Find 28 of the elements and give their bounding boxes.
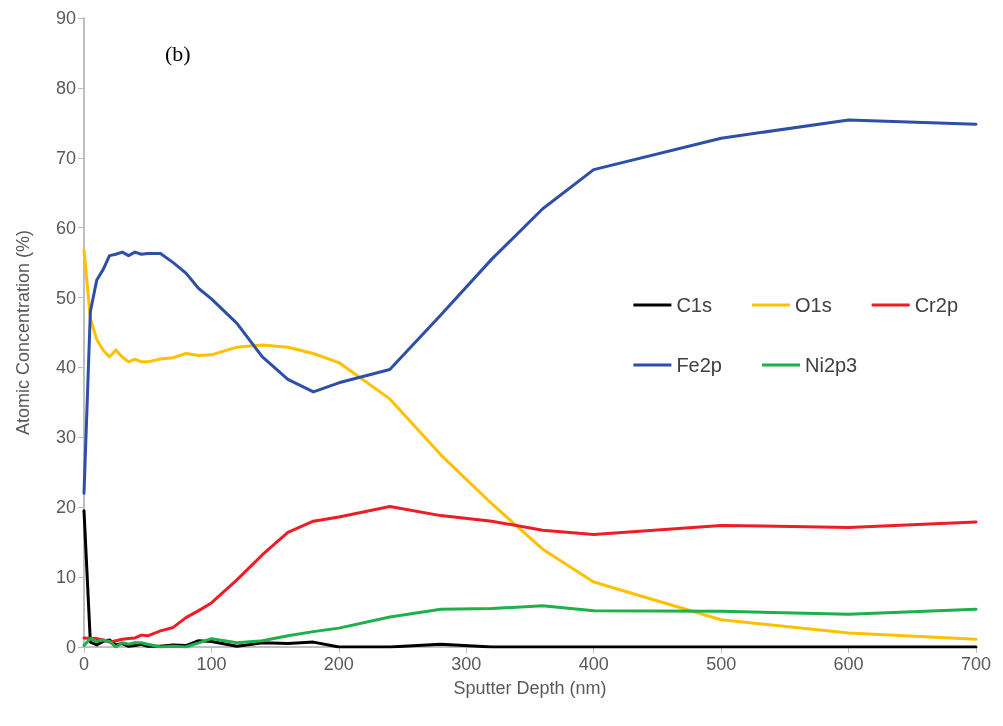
y-tick-label: 20 bbox=[55, 497, 76, 518]
y-tick-label: 80 bbox=[55, 77, 76, 98]
x-tick-label: 400 bbox=[578, 654, 609, 674]
x-tick-label: 500 bbox=[706, 654, 737, 674]
y-tick-label: 60 bbox=[55, 217, 76, 238]
x-tick-label: 100 bbox=[196, 654, 227, 674]
line-series bbox=[82, 118, 978, 495]
legend-label: C1s bbox=[676, 294, 712, 316]
y-tick-label: 70 bbox=[55, 147, 76, 168]
y-tick-label: 30 bbox=[55, 427, 76, 448]
legend-label: Fe2p bbox=[676, 354, 722, 376]
y-tick-label: 50 bbox=[55, 287, 76, 308]
y-axis-title: Atomic Concentration (%) bbox=[13, 229, 33, 436]
x-axis-title: Sputter Depth (nm) bbox=[453, 678, 607, 698]
legend-label: Cr2p bbox=[914, 294, 959, 316]
x-tick-label: 700 bbox=[960, 654, 992, 674]
y-tick-label: 40 bbox=[55, 357, 76, 378]
x-tick-label: 600 bbox=[833, 654, 864, 674]
x-tick-label: 0 bbox=[78, 654, 90, 674]
annotation: (b) bbox=[165, 40, 191, 66]
x-tick-label: 300 bbox=[451, 654, 482, 674]
y-tick-label: 90 bbox=[55, 8, 76, 28]
y-tick-label: 10 bbox=[55, 567, 76, 588]
y-tick-label: 0 bbox=[65, 637, 76, 657]
line-series bbox=[82, 248, 978, 641]
legend-label: Ni2p3 bbox=[804, 354, 858, 376]
x-tick-label: 200 bbox=[323, 654, 354, 674]
legend-label: O1s bbox=[794, 294, 832, 316]
